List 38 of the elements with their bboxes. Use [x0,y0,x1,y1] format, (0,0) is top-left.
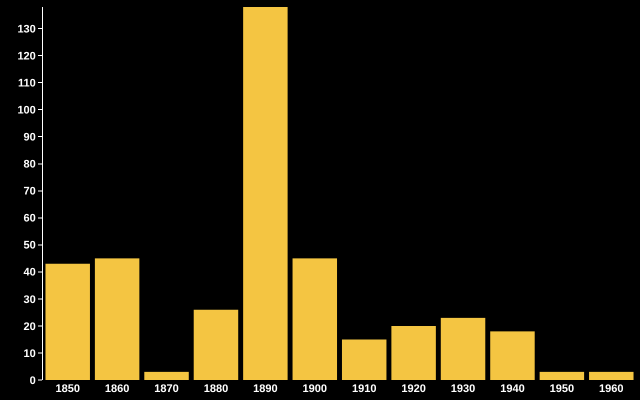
y-tick-label: 100 [17,104,36,117]
x-tick-label: 1910 [352,383,376,395]
x-tick-label: 1850 [55,383,80,395]
y-tick-label: 40 [24,266,36,279]
y-tick-label: 30 [24,294,36,306]
y-tick-label: 50 [24,240,36,252]
x-tick-label: 1930 [450,383,476,395]
x-tick-label: 1860 [104,383,130,395]
y-tick-label: 70 [24,186,36,198]
x-tick-label: 1950 [550,383,574,395]
y-tick-label: 60 [24,212,36,225]
y-tick-label: 0 [30,374,36,387]
bar [490,331,535,380]
bar [292,258,338,380]
x-tick-label: 1890 [253,383,278,395]
y-tick-label: 80 [24,158,36,171]
y-tick-label: 120 [17,50,36,62]
bar [342,339,386,380]
x-tick-label: 1920 [401,383,426,395]
bar [94,258,140,380]
bar [45,264,90,380]
bar [243,7,288,380]
x-tick-label: 1960 [599,383,624,395]
y-tick-label: 130 [17,23,36,36]
bar [540,372,584,380]
y-tick-label: 10 [24,348,36,360]
y-tick-label: 20 [24,320,36,333]
x-tick-label: 1870 [154,383,179,395]
y-tick-label: 90 [24,132,36,144]
x-tick-label: 1880 [204,383,228,395]
bar [144,372,189,380]
bar [391,326,436,380]
x-tick-label: 1940 [500,383,525,395]
bar [589,372,634,380]
y-tick-label: 110 [18,78,36,90]
x-tick-label: 1900 [302,383,328,395]
bar [194,310,238,380]
bar [440,318,486,380]
